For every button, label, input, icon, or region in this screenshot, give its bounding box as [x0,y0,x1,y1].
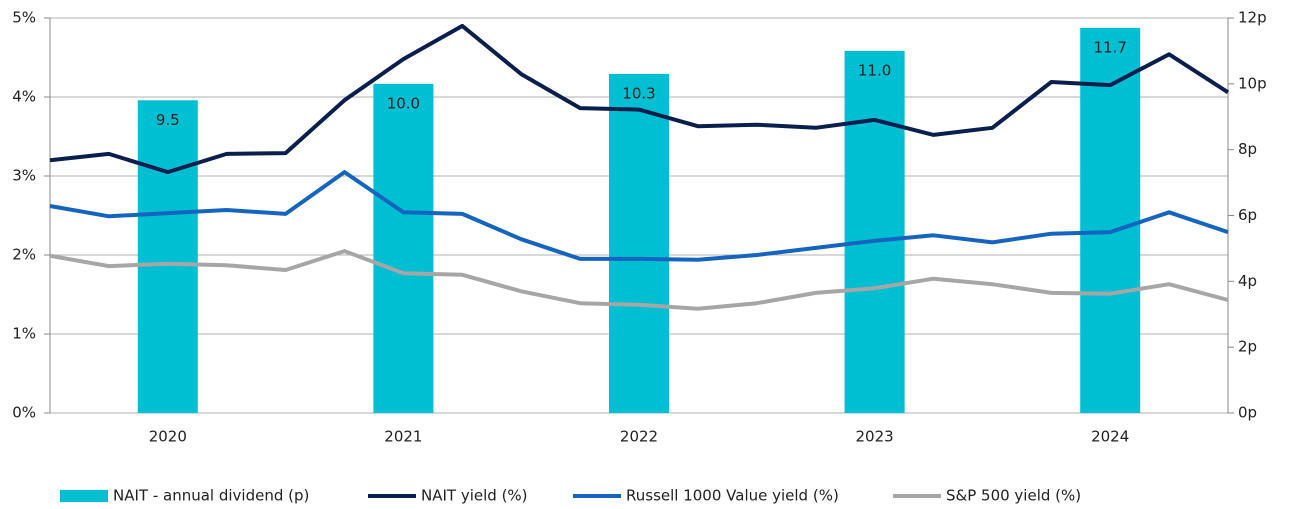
legend-swatch [60,490,108,502]
bar [137,100,198,414]
y2-tick-label: 8p [1238,140,1257,158]
y-tick-label: 3% [12,167,36,185]
legend-label: Russell 1000 Value yield (%) [626,487,839,505]
bar [1080,27,1141,413]
bar [373,83,434,413]
bar-value-label: 11.7 [1093,38,1126,56]
y2-tick-label: 6p [1238,206,1257,224]
line-series [49,170,1229,262]
y2-tick-label: 12p [1238,9,1267,27]
y2-tick-label: 10p [1238,74,1267,92]
y2-tick-label: 0p [1238,404,1257,422]
bar-value-label: 9.5 [156,111,180,129]
legend-label: S&P 500 yield (%) [946,487,1081,505]
y-tick-label: 0% [12,404,36,422]
x-tick-label: 2021 [384,428,422,446]
line-series [49,23,1230,175]
bar [844,50,905,414]
y-tick-label: 1% [12,325,36,343]
y-tick-label: 2% [12,246,36,264]
bar-value-label: 11.0 [858,61,891,79]
line-series [49,249,1229,311]
bar-value-label: 10.3 [622,84,655,102]
y2-tick-label: 2p [1238,338,1257,356]
y-tick-label: 4% [12,88,36,106]
x-tick-label: 2022 [620,428,658,446]
x-tick-label: 2020 [149,428,187,446]
legend-label: NAIT yield (%) [421,487,528,505]
bar-value-label: 10.0 [387,94,420,112]
x-tick-label: 2023 [856,428,894,446]
y2-tick-label: 4p [1238,272,1257,290]
bar [609,73,669,413]
x-tick-label: 2024 [1091,428,1129,446]
legend-label: NAIT - annual dividend (p) [113,487,309,505]
y-tick-label: 5% [12,9,36,27]
